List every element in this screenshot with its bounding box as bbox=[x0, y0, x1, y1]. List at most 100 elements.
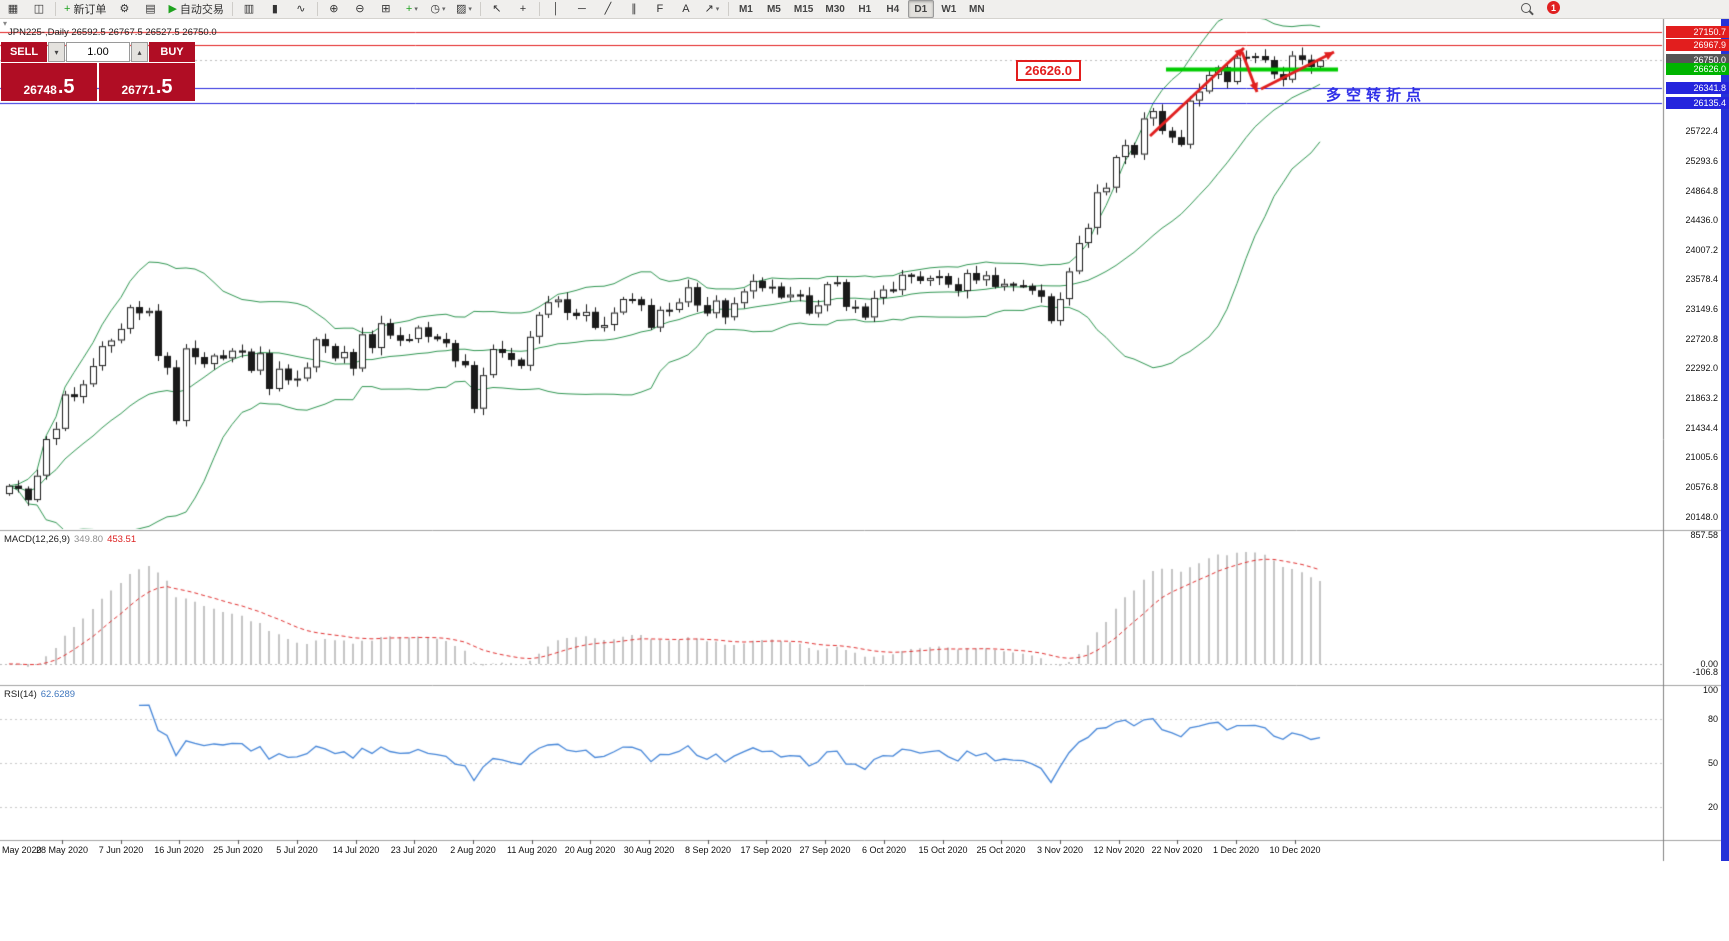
arrows-icon[interactable]: ↗ ▾ bbox=[704, 2, 720, 15]
timeframe-button-h4[interactable]: H4 bbox=[886, 3, 900, 15]
cursor-icon[interactable]: ↖ bbox=[492, 2, 502, 15]
date-axis-label: 11 Aug 2020 bbox=[507, 845, 557, 855]
date-axis-label: 3 Nov 2020 bbox=[1036, 845, 1084, 855]
new-chart-icon[interactable]: ▦ bbox=[7, 2, 19, 15]
date-axis-label: 15 Oct 2020 bbox=[918, 845, 968, 855]
date-axis-label: 12 Nov 2020 bbox=[1093, 845, 1145, 855]
price-axis-tick: 25293.6 bbox=[1685, 155, 1718, 166]
new-order-button[interactable]: + 新订单 bbox=[64, 2, 107, 16]
fibonacci-icon[interactable]: F bbox=[656, 2, 664, 15]
search-icon[interactable] bbox=[1521, 2, 1531, 13]
toolbar-separator bbox=[231, 2, 233, 16]
toolbar-separator bbox=[479, 2, 481, 16]
templates-icon[interactable]: ▨ ▾ bbox=[455, 2, 472, 15]
rsi-label: RSI(14) 62.6289 bbox=[4, 689, 75, 700]
macd-axis-tick: 0.00 bbox=[1700, 658, 1718, 669]
volume-increase-button[interactable]: ▴ bbox=[131, 42, 148, 62]
notification-badge[interactable]: 1 bbox=[1547, 1, 1560, 14]
price-axis-tick: 21434.4 bbox=[1685, 422, 1718, 433]
price-axis-tick: 23149.6 bbox=[1685, 304, 1718, 315]
timeframe-button-h1[interactable]: H1 bbox=[858, 3, 872, 15]
expert-advisors-icon[interactable]: ⚙ bbox=[119, 2, 130, 15]
crosshair-icon[interactable]: + bbox=[519, 2, 527, 15]
buy-price[interactable]: 26771 .5 bbox=[99, 63, 195, 101]
sell-price-main: 26748 bbox=[23, 83, 57, 97]
timeframe-button-m1[interactable]: M1 bbox=[738, 3, 753, 15]
date-axis-label: 30 Aug 2020 bbox=[623, 845, 675, 855]
price-axis-tick: 25722.4 bbox=[1685, 126, 1718, 137]
price-axis-tick: 22720.8 bbox=[1685, 333, 1718, 344]
toolbar-separator bbox=[727, 2, 729, 16]
candlestick-chart-icon[interactable]: ▮ bbox=[271, 2, 278, 15]
zoom-out-icon[interactable]: ⊖ bbox=[355, 2, 365, 15]
date-axis-label: 7 Jun 2020 bbox=[98, 845, 144, 855]
turning-point-annotation[interactable]: 多空转折点 bbox=[1326, 87, 1427, 104]
rsi-axis-tick: 80 bbox=[1707, 714, 1718, 725]
date-axis-label: 23 Jul 2020 bbox=[390, 845, 438, 855]
date-axis-label: 6 Oct 2020 bbox=[861, 845, 907, 855]
rsi-axis-tick: 50 bbox=[1707, 758, 1718, 768]
buy-price-main: 26771 bbox=[121, 83, 155, 97]
toolbar-separator bbox=[316, 2, 318, 16]
sell-button[interactable]: SELL bbox=[1, 42, 47, 62]
date-axis-label: 28 May 2020 bbox=[35, 845, 89, 855]
tile-windows-icon[interactable]: ⊞ bbox=[381, 2, 391, 15]
timeframe-button-w1[interactable]: W1 bbox=[941, 3, 957, 15]
date-axis-label: 10 Dec 2020 bbox=[1269, 845, 1321, 855]
line-chart-icon[interactable]: ∿ bbox=[296, 2, 306, 15]
date-axis-label: 2 Aug 2020 bbox=[450, 845, 496, 855]
bar-chart-icon[interactable]: ▥ bbox=[243, 2, 255, 15]
one-click-collapse-arrow[interactable]: ▾ bbox=[3, 19, 8, 28]
date-axis-label: 25 Jun 2020 bbox=[213, 845, 263, 855]
indicators-icon[interactable]: + ▾ bbox=[405, 2, 418, 15]
date-axis-label: 5 Jul 2020 bbox=[276, 845, 318, 855]
date-axis-label: 8 Sep 2020 bbox=[684, 845, 732, 855]
chart-title: JPN225-,Daily 26592.5 26767.5 26527.5 26… bbox=[8, 27, 217, 38]
macd-label: MACD(12,26,9) 349.80 453.51 bbox=[4, 534, 136, 545]
date-axis-label: 20 Aug 2020 bbox=[564, 845, 616, 855]
timeframe-button-m15[interactable]: M15 bbox=[793, 3, 814, 15]
right-edge-strip bbox=[1721, 18, 1729, 861]
text-icon[interactable]: A bbox=[682, 2, 690, 15]
volume-input[interactable] bbox=[66, 42, 130, 62]
rsi-axis-tick: 20 bbox=[1707, 801, 1718, 812]
price-line-label: 27150.7 bbox=[1666, 26, 1729, 39]
timeframe-button-m5[interactable]: M5 bbox=[766, 3, 781, 15]
date-axis-label: 27 Sep 2020 bbox=[799, 845, 851, 855]
timeframe-button-d1[interactable]: D1 bbox=[907, 0, 934, 18]
periods-icon[interactable]: ◷ ▾ bbox=[430, 2, 446, 15]
timeframe-button-mn[interactable]: MN bbox=[969, 3, 985, 15]
price-axis-tick: 23578.4 bbox=[1685, 274, 1718, 285]
vertical-line-icon[interactable]: │ bbox=[552, 2, 560, 15]
scripts-icon[interactable]: ▤ bbox=[145, 2, 156, 15]
date-axis-label: 16 Jun 2020 bbox=[154, 845, 204, 855]
rsi-axis-tick: 100 bbox=[1702, 685, 1718, 695]
zoom-in-icon[interactable]: ⊕ bbox=[329, 2, 339, 15]
price-axis-tick: 22292.0 bbox=[1685, 363, 1718, 374]
one-click-trading-panel: SELL ▾ ▴ BUY 26748 .5 26771 .5 bbox=[1, 42, 195, 101]
price-annotation-label[interactable]: 26626.0 bbox=[1016, 60, 1081, 81]
date-axis-label: 1 Dec 2020 bbox=[1212, 845, 1260, 855]
buy-button[interactable]: BUY bbox=[149, 42, 195, 62]
price-line-label: 26967.9 bbox=[1666, 39, 1729, 52]
trendline-icon[interactable]: ╱ bbox=[604, 2, 612, 15]
macd-axis-tick: 857.58 bbox=[1690, 530, 1718, 540]
toolbar-separator bbox=[55, 2, 56, 16]
macd-value-signal: 453.51 bbox=[107, 534, 137, 545]
rsi-name: RSI(14) bbox=[4, 689, 37, 700]
tick-chart-icon[interactable]: ◫ bbox=[33, 2, 45, 15]
date-axis-label: 25 Oct 2020 bbox=[976, 845, 1026, 855]
channel-icon[interactable]: ∥ bbox=[631, 2, 637, 15]
horizontal-line-icon[interactable]: ─ bbox=[578, 2, 586, 15]
price-line-label: 26626.0 bbox=[1666, 62, 1729, 75]
price-axis-tick: 24864.8 bbox=[1685, 185, 1718, 196]
autotrading-button[interactable]: ▶ 自动交易 bbox=[168, 2, 224, 16]
rsi-value: 62.6289 bbox=[40, 689, 76, 700]
macd-axis-tick: -106.8 bbox=[1692, 667, 1718, 677]
timeframe-button-m30[interactable]: M30 bbox=[825, 3, 845, 15]
price-axis-tick: 20576.8 bbox=[1685, 482, 1718, 493]
volume-decrease-button[interactable]: ▾ bbox=[48, 42, 65, 62]
sell-price[interactable]: 26748 .5 bbox=[1, 63, 97, 101]
